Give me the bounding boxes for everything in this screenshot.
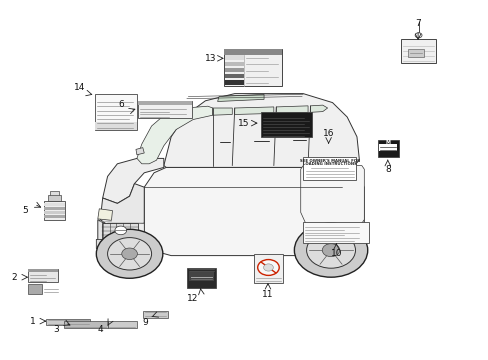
Text: SEE OWNER'S MANUAL FOR: SEE OWNER'S MANUAL FOR bbox=[299, 159, 359, 163]
Bar bbox=[303, 222, 368, 243]
Bar bbox=[138, 101, 192, 105]
Text: 4: 4 bbox=[97, 325, 103, 334]
Bar bbox=[224, 49, 281, 86]
Text: 14: 14 bbox=[74, 83, 85, 91]
Bar bbox=[44, 201, 64, 220]
Bar bbox=[95, 122, 137, 130]
Polygon shape bbox=[217, 94, 264, 102]
Bar bbox=[400, 39, 435, 63]
Polygon shape bbox=[212, 108, 232, 115]
Bar bbox=[102, 223, 138, 238]
Bar bbox=[48, 195, 61, 201]
Polygon shape bbox=[96, 239, 144, 256]
Text: 6: 6 bbox=[118, 100, 124, 109]
Bar bbox=[260, 112, 311, 137]
Polygon shape bbox=[98, 209, 112, 220]
Bar bbox=[95, 94, 137, 130]
Circle shape bbox=[115, 226, 126, 235]
Bar bbox=[44, 215, 64, 218]
Bar bbox=[44, 203, 64, 206]
Text: 5: 5 bbox=[22, 206, 28, 215]
Text: 1: 1 bbox=[30, 317, 36, 325]
Bar bbox=[254, 254, 282, 283]
Circle shape bbox=[96, 229, 163, 278]
Bar bbox=[189, 272, 213, 281]
Polygon shape bbox=[163, 94, 359, 167]
Circle shape bbox=[322, 244, 339, 257]
Bar bbox=[377, 140, 398, 157]
Text: 12: 12 bbox=[186, 294, 198, 302]
Bar bbox=[63, 321, 107, 328]
Polygon shape bbox=[137, 106, 212, 164]
Bar bbox=[138, 101, 192, 118]
Text: 9: 9 bbox=[142, 318, 148, 327]
Bar bbox=[28, 284, 42, 294]
Bar bbox=[225, 68, 243, 72]
Polygon shape bbox=[300, 166, 364, 232]
Polygon shape bbox=[98, 220, 144, 248]
Circle shape bbox=[306, 232, 355, 268]
Text: 3: 3 bbox=[53, 325, 59, 334]
Text: 2: 2 bbox=[12, 273, 18, 282]
Bar bbox=[50, 191, 59, 196]
Bar bbox=[225, 74, 243, 78]
Bar bbox=[224, 49, 281, 55]
Bar bbox=[44, 211, 64, 214]
Bar bbox=[303, 157, 355, 180]
Bar bbox=[407, 49, 423, 57]
Polygon shape bbox=[105, 223, 144, 247]
Bar bbox=[379, 144, 396, 151]
Bar bbox=[46, 319, 90, 325]
Bar bbox=[28, 269, 58, 272]
Circle shape bbox=[263, 264, 273, 271]
Bar bbox=[225, 55, 243, 60]
Bar bbox=[28, 269, 58, 282]
Circle shape bbox=[257, 260, 279, 275]
Text: 7: 7 bbox=[414, 19, 420, 28]
Bar bbox=[187, 268, 215, 288]
Circle shape bbox=[414, 33, 421, 38]
Bar bbox=[225, 62, 243, 66]
Text: M: M bbox=[385, 140, 390, 145]
Polygon shape bbox=[102, 158, 163, 203]
Text: 16: 16 bbox=[322, 129, 334, 138]
Text: 8: 8 bbox=[384, 165, 390, 174]
Polygon shape bbox=[144, 167, 364, 256]
Bar bbox=[225, 80, 243, 85]
Polygon shape bbox=[100, 184, 144, 229]
Circle shape bbox=[294, 223, 367, 277]
Text: 15: 15 bbox=[237, 118, 249, 127]
Circle shape bbox=[107, 238, 151, 270]
Bar bbox=[44, 207, 64, 210]
Polygon shape bbox=[234, 107, 273, 114]
Polygon shape bbox=[276, 106, 307, 113]
Bar bbox=[143, 311, 167, 318]
Polygon shape bbox=[310, 105, 327, 112]
Bar bbox=[107, 321, 137, 328]
Bar bbox=[100, 241, 115, 247]
Text: 13: 13 bbox=[204, 54, 216, 63]
Text: 10: 10 bbox=[330, 249, 342, 258]
Text: 11: 11 bbox=[262, 290, 273, 299]
Text: LOADING INSTRUCTIONS: LOADING INSTRUCTIONS bbox=[302, 162, 356, 166]
Circle shape bbox=[122, 248, 137, 260]
Polygon shape bbox=[136, 148, 144, 155]
